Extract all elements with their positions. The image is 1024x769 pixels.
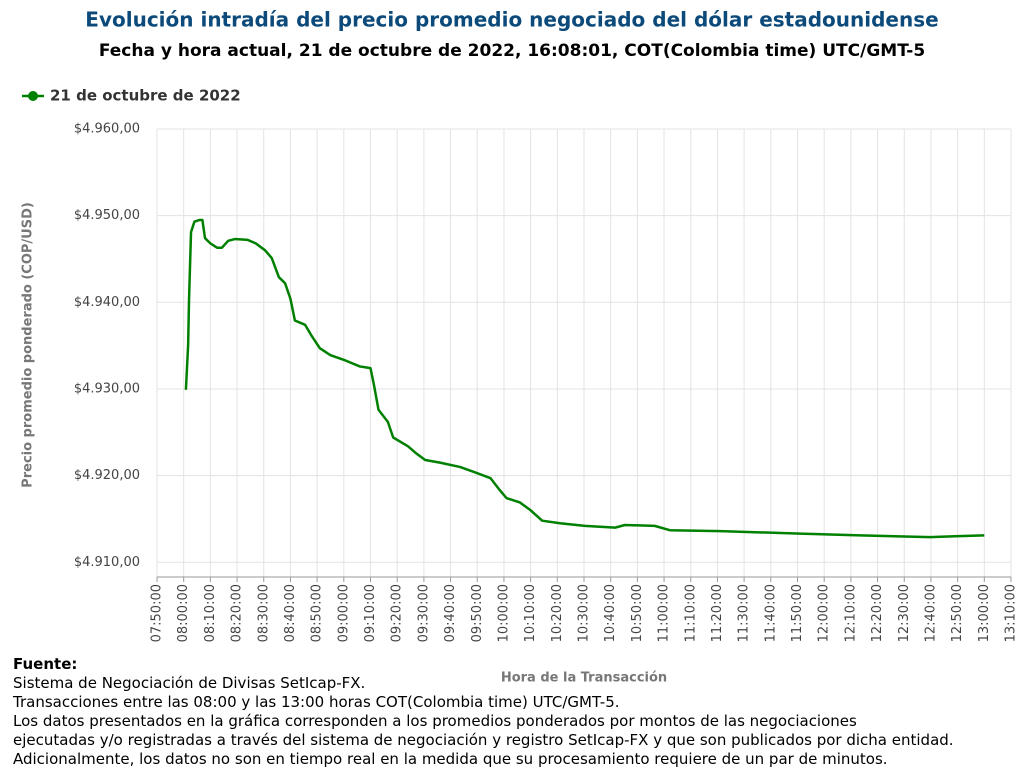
x-tick-label: 09:50:00 <box>470 584 485 642</box>
footnote-line: Adicionalmente, los datos no son en tiem… <box>13 750 888 768</box>
x-tick-label: 12:10:00 <box>843 584 858 642</box>
x-tick-label: 08:00:00 <box>176 584 191 642</box>
x-tick-label: 12:30:00 <box>897 584 912 642</box>
x-tick-label: 08:10:00 <box>203 584 218 642</box>
y-axis-title: Precio promedio ponderado (COP/USD) <box>21 202 36 488</box>
x-tick-label: 11:50:00 <box>790 584 805 642</box>
y-tick-label: $4.910,00 <box>74 555 140 570</box>
x-tick-label: 12:40:00 <box>923 584 938 642</box>
footnote-line: Fuente: <box>13 655 78 673</box>
x-tick-label: 10:50:00 <box>630 584 645 642</box>
x-tick-label: 09:10:00 <box>363 584 378 642</box>
footnote-line: Los datos presentados en la gráfica corr… <box>13 712 857 730</box>
y-tick-label: $4.920,00 <box>74 468 140 483</box>
x-tick-label: 09:40:00 <box>443 584 458 642</box>
x-tick-label: 11:00:00 <box>657 584 672 642</box>
x-tick-label: 09:00:00 <box>336 584 351 642</box>
footnote-line: Transacciones entre las 08:00 y las 13:0… <box>13 693 620 711</box>
legend-label: 21 de octubre de 2022 <box>50 87 241 105</box>
x-tick-label: 11:20:00 <box>710 584 725 642</box>
x-tick-label: 07:50:00 <box>150 584 165 642</box>
x-tick-label: 12:00:00 <box>817 584 832 642</box>
footnote-line: Sistema de Negociación de Divisas SetIca… <box>13 674 366 692</box>
x-tick-label: 13:10:00 <box>1004 584 1019 642</box>
footnote: Fuente: Sistema de Negociación de Divisas… <box>13 655 954 769</box>
x-tick-label: 08:30:00 <box>256 584 271 642</box>
footnote-line: ejecutadas y/o registradas a través del … <box>13 731 954 749</box>
y-tick-label: $4.950,00 <box>74 208 140 223</box>
x-tick-label: 10:40:00 <box>603 584 618 642</box>
chart-title: Evolución intradía del precio promedio n… <box>85 8 938 32</box>
y-tick-label: $4.940,00 <box>74 295 140 310</box>
x-tick-label: 11:30:00 <box>737 584 752 642</box>
x-tick-label: 08:50:00 <box>310 584 325 642</box>
x-tick-label: 10:20:00 <box>550 584 565 642</box>
x-tick-label: 08:20:00 <box>230 584 245 642</box>
x-tick-label: 11:10:00 <box>683 584 698 642</box>
x-tick-label: 10:10:00 <box>523 584 538 642</box>
x-tick-label: 09:30:00 <box>416 584 431 642</box>
legend-marker <box>28 91 38 101</box>
x-tick-label: 08:40:00 <box>283 584 298 642</box>
x-axis-title: Hora de la Transacción <box>501 671 667 686</box>
y-tick-label: $4.930,00 <box>74 381 140 396</box>
x-tick-label: 12:50:00 <box>950 584 965 642</box>
x-tick-label: 10:30:00 <box>577 584 592 642</box>
chart-subtitle: Fecha y hora actual, 21 de octubre de 20… <box>99 41 925 61</box>
x-tick-label: 11:40:00 <box>763 584 778 642</box>
x-tick-label: 10:00:00 <box>496 584 511 642</box>
x-tick-label: 09:20:00 <box>390 584 405 642</box>
x-tick-label: 12:20:00 <box>870 584 885 642</box>
line <box>184 218 985 539</box>
x-tick-label: 13:00:00 <box>977 584 992 642</box>
y-tick-label: $4.960,00 <box>74 122 140 137</box>
